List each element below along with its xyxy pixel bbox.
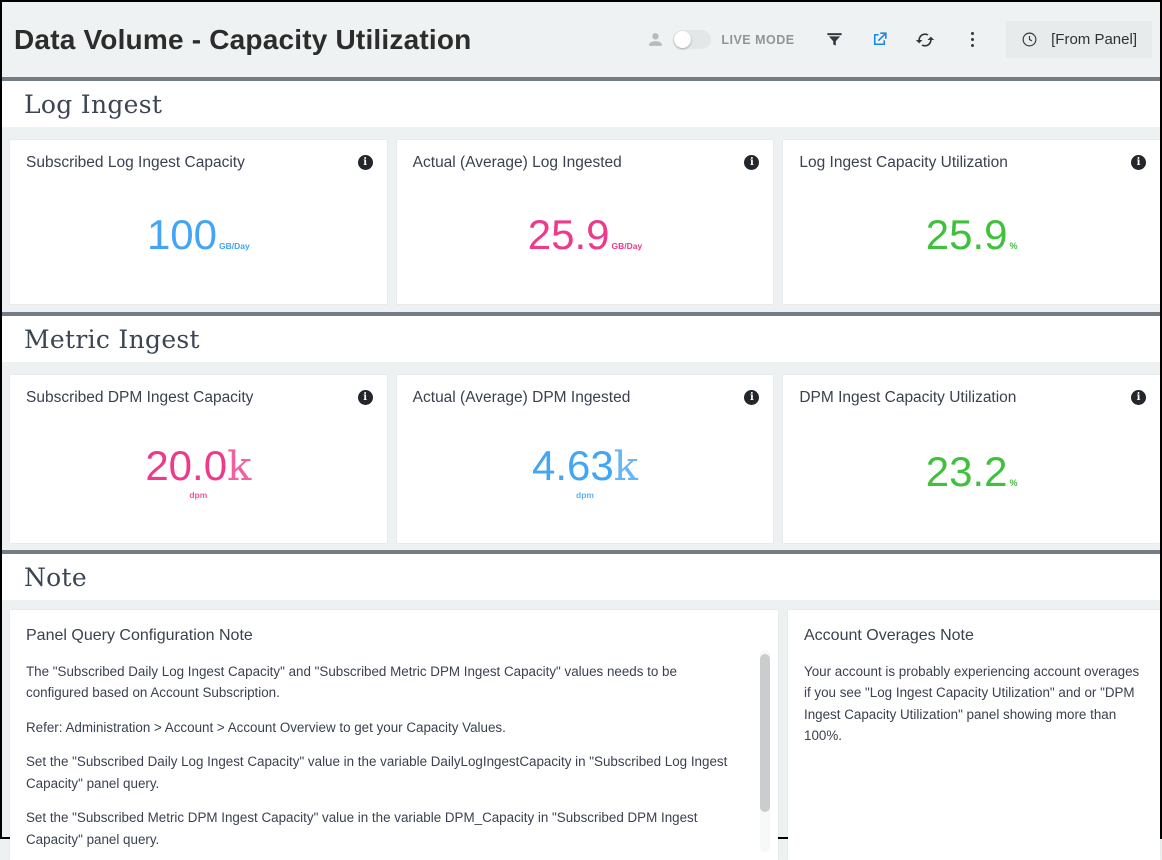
scrollbar[interactable] — [760, 650, 770, 852]
time-range-selector[interactable]: [From Panel] — [1006, 21, 1152, 58]
note-paragraph: Set the "Subscribed Daily Log Ingest Cap… — [26, 754, 728, 791]
note-paragraph: The "Subscribed Daily Log Ingest Capacit… — [26, 664, 677, 701]
panel-account-overages-note: Account Overages Note Your account is pr… — [788, 610, 1160, 860]
section-title: Note — [24, 562, 87, 592]
stat: 20.0 k dpm — [145, 441, 252, 500]
note-body: Your account is probably experiencing ac… — [804, 661, 1144, 747]
live-mode-label: LIVE MODE — [721, 32, 795, 47]
section-header-metric-ingest: Metric Ingest — [2, 316, 1160, 362]
clock-icon — [1022, 32, 1037, 47]
filter-icon[interactable] — [825, 30, 844, 49]
panel-title: Actual (Average) Log Ingested — [412, 154, 622, 171]
panel-query-configuration-note: Panel Query Configuration Note The "Subs… — [10, 610, 778, 860]
panel-title: Log Ingest Capacity Utilization — [799, 154, 1008, 171]
stat-unit: % — [1009, 478, 1018, 488]
stat-unit: % — [1009, 241, 1018, 251]
note-panel-title: Panel Query Configuration Note — [26, 627, 253, 644]
user-icon — [646, 30, 665, 49]
stat-suffix: k — [613, 443, 638, 490]
panel-actual-log-ingested: Actual (Average) Log Ingested 25.9 GB/Da… — [396, 140, 774, 304]
more-options-icon[interactable] — [965, 30, 981, 50]
note-panel-title: Account Overages Note — [804, 627, 974, 644]
panel-title: Subscribed DPM Ingest Capacity — [26, 389, 254, 406]
metric-ingest-panels: Subscribed DPM Ingest Capacity 20.0 k dp… — [10, 375, 1161, 543]
section-title: Metric Ingest — [24, 324, 200, 354]
info-icon[interactable] — [1131, 155, 1147, 170]
panel-title: Subscribed Log Ingest Capacity — [26, 154, 245, 171]
info-icon[interactable] — [744, 390, 760, 405]
stat-value: 20.0 — [145, 441, 228, 489]
section-header-log-ingest: Log Ingest — [2, 81, 1160, 127]
section-title: Log Ingest — [24, 89, 163, 119]
info-icon[interactable] — [744, 155, 760, 170]
stat-value: 100 — [146, 211, 218, 258]
stat: 25.9 % — [926, 214, 1018, 256]
stat-value: 25.9 — [925, 211, 1008, 258]
dashboard-header: Data Volume - Capacity Utilization LIVE … — [2, 2, 1160, 77]
time-range-label: [From Panel] — [1051, 31, 1137, 48]
stat: 23.2 % — [926, 451, 1018, 493]
panel-title: Actual (Average) DPM Ingested — [412, 389, 631, 406]
note-paragraph: Set the "Subscribed Metric DPM Ingest Ca… — [26, 810, 698, 847]
stat-unit: dpm — [576, 489, 594, 500]
refresh-icon[interactable] — [915, 30, 935, 50]
log-ingest-panels: Subscribed Log Ingest Capacity 100 GB/Da… — [10, 140, 1161, 304]
info-icon[interactable] — [357, 390, 373, 405]
stat: 100 GB/Day — [147, 214, 250, 256]
toggle-knob — [674, 31, 692, 48]
section-header-note: Note — [2, 554, 1160, 600]
note-body: The "Subscribed Daily Log Ingest Capacit… — [26, 661, 742, 850]
panel-log-ingest-capacity-utilization: Log Ingest Capacity Utilization 25.9 % — [783, 140, 1161, 304]
stat-value: 23.2 — [925, 448, 1008, 495]
note-paragraph: Refer: Administration > Account > Accoun… — [26, 719, 506, 735]
stat-unit: GB/Day — [219, 241, 250, 251]
note-panels: Panel Query Configuration Note The "Subs… — [10, 610, 1160, 860]
toolbar: LIVE MODE [From Panel] — [646, 21, 1152, 58]
note-paragraph: Your account is probably experiencing ac… — [804, 664, 1140, 744]
stat-value: 4.63 — [532, 441, 614, 489]
scrollbar-thumb[interactable] — [760, 654, 770, 812]
panel-actual-dpm-ingested: Actual (Average) DPM Ingested 4.63 k dpm — [396, 375, 774, 543]
live-mode-toggle[interactable] — [673, 30, 712, 49]
panel-subscribed-log-ingest-capacity: Subscribed Log Ingest Capacity 100 GB/Da… — [10, 140, 387, 304]
panel-title: DPM Ingest Capacity Utilization — [799, 389, 1017, 406]
section-divider — [2, 550, 1160, 554]
panel-subscribed-dpm-ingest-capacity: Subscribed DPM Ingest Capacity 20.0 k dp… — [10, 375, 387, 543]
stat-suffix: k — [227, 443, 252, 490]
stat-unit: dpm — [189, 489, 208, 500]
stat: 4.63 k dpm — [532, 441, 638, 500]
panel-dpm-ingest-capacity-utilization: DPM Ingest Capacity Utilization 23.2 % — [783, 375, 1161, 543]
stat-value: 25.9 — [527, 211, 610, 258]
section-divider — [2, 77, 1160, 81]
section-divider — [2, 312, 1160, 316]
stat: 25.9 GB/Day — [528, 214, 642, 256]
share-icon[interactable] — [870, 30, 889, 49]
page-title: Data Volume - Capacity Utilization — [14, 23, 472, 55]
stat-unit: GB/Day — [611, 241, 643, 251]
info-icon[interactable] — [1131, 390, 1147, 405]
info-icon[interactable] — [357, 155, 373, 170]
